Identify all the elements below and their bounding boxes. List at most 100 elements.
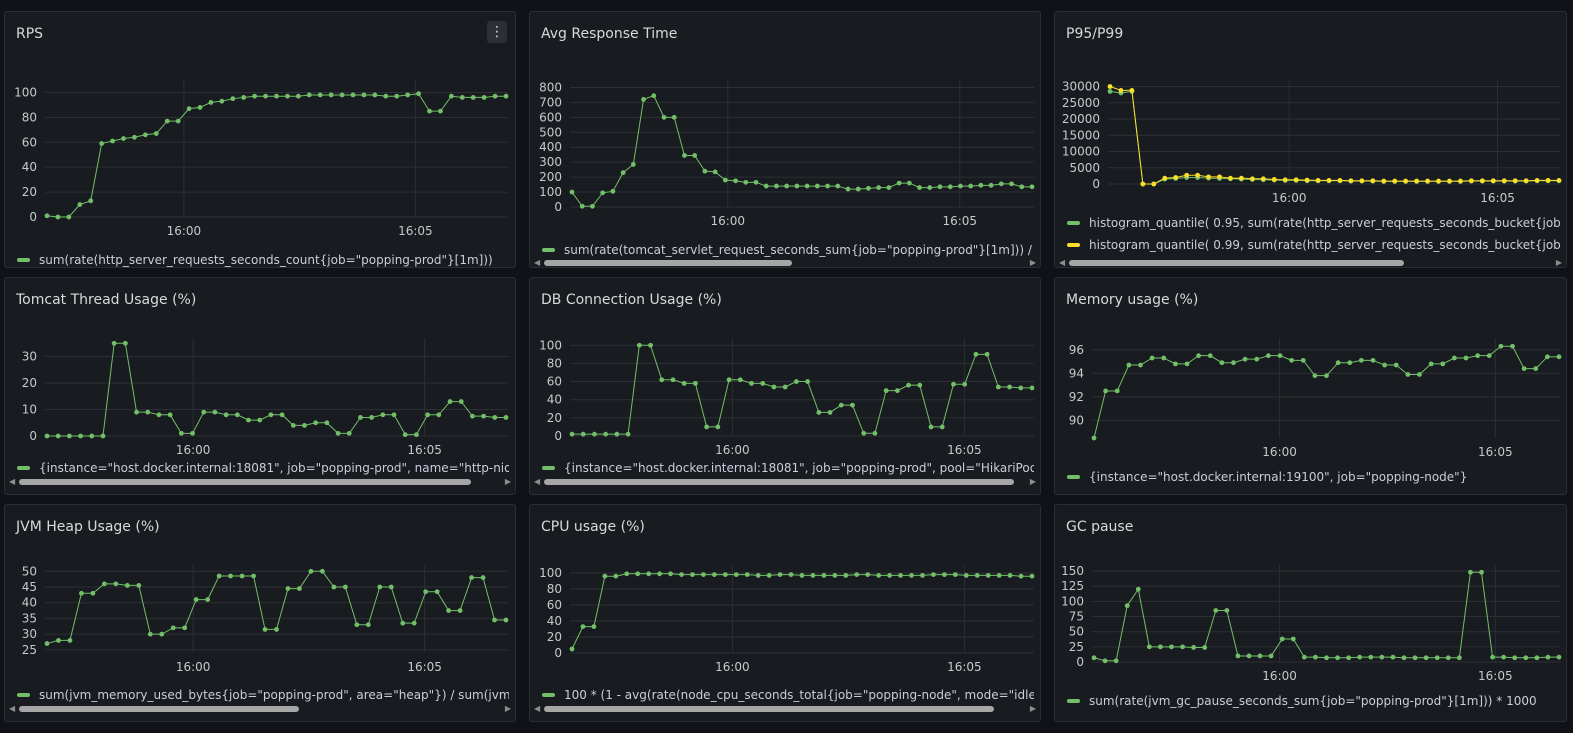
- data-point[interactable]: [306, 92, 312, 98]
- data-point[interactable]: [122, 340, 128, 346]
- data-point[interactable]: [480, 575, 486, 580]
- data-point[interactable]: [1390, 654, 1396, 660]
- data-point[interactable]: [876, 185, 882, 190]
- data-point[interactable]: [613, 573, 619, 579]
- data-point[interactable]: [1512, 655, 1518, 661]
- data-point[interactable]: [1290, 636, 1296, 642]
- data-point[interactable]: [1463, 355, 1469, 361]
- data-point[interactable]: [1260, 176, 1266, 182]
- data-point[interactable]: [661, 114, 667, 120]
- data-point[interactable]: [111, 340, 117, 346]
- data-point[interactable]: [1382, 362, 1388, 368]
- data-point[interactable]: [1029, 184, 1035, 190]
- data-point[interactable]: [865, 572, 871, 577]
- data-point[interactable]: [1545, 654, 1551, 660]
- data-point[interactable]: [223, 412, 229, 418]
- data-point[interactable]: [1425, 178, 1430, 184]
- data-point[interactable]: [671, 114, 677, 120]
- panel-avg[interactable]: Avg Response Time 0 100 200 300 400 500 600 700 8…: [529, 11, 1041, 268]
- data-point[interactable]: [749, 380, 754, 386]
- data-point[interactable]: [1301, 654, 1307, 660]
- legend-item[interactable]: 100 * (1 - avg(rate(node_cpu_seconds_tot…: [542, 685, 1034, 707]
- scroll-thumb[interactable]: [544, 479, 1014, 485]
- data-point[interactable]: [827, 410, 833, 415]
- data-point[interactable]: [1434, 655, 1440, 661]
- data-point[interactable]: [810, 573, 816, 578]
- data-point[interactable]: [603, 431, 609, 437]
- data-point[interactable]: [89, 433, 95, 439]
- data-point[interactable]: [1018, 573, 1024, 579]
- chart-rps[interactable]: 0 20 40 60 80 100 16:00 16:05: [5, 12, 516, 239]
- data-point[interactable]: [974, 573, 980, 578]
- data-point[interactable]: [136, 583, 142, 588]
- data-point[interactable]: [1009, 181, 1014, 187]
- data-point[interactable]: [1224, 608, 1230, 613]
- data-point[interactable]: [1414, 178, 1420, 184]
- data-point[interactable]: [361, 92, 367, 98]
- data-point[interactable]: [894, 388, 900, 394]
- data-point[interactable]: [668, 571, 673, 577]
- data-point[interactable]: [1300, 357, 1306, 363]
- data-point[interactable]: [1357, 654, 1363, 660]
- data-point[interactable]: [1501, 654, 1507, 660]
- data-point[interactable]: [377, 584, 383, 590]
- data-point[interactable]: [1523, 178, 1529, 184]
- data-point[interactable]: [308, 568, 314, 574]
- data-point[interactable]: [317, 92, 323, 98]
- data-point[interactable]: [1289, 357, 1295, 363]
- data-point[interactable]: [679, 572, 684, 577]
- data-point[interactable]: [1268, 653, 1274, 659]
- data-point[interactable]: [998, 181, 1004, 187]
- data-point[interactable]: [763, 183, 769, 189]
- data-point[interactable]: [1254, 356, 1260, 362]
- scroll-left-icon[interactable]: ◀: [9, 477, 16, 486]
- data-point[interactable]: [1556, 354, 1562, 360]
- scroll-right-icon[interactable]: ▶: [1029, 704, 1036, 713]
- data-point[interactable]: [219, 98, 225, 104]
- data-point[interactable]: [427, 108, 432, 114]
- data-point[interactable]: [636, 342, 642, 348]
- data-point[interactable]: [782, 384, 788, 390]
- data-point[interactable]: [178, 430, 184, 436]
- data-point[interactable]: [580, 431, 586, 437]
- data-point[interactable]: [469, 575, 474, 580]
- data-point[interactable]: [1533, 366, 1539, 371]
- data-point[interactable]: [591, 624, 597, 629]
- data-point[interactable]: [985, 573, 991, 578]
- data-point[interactable]: [346, 430, 352, 436]
- data-point[interactable]: [876, 573, 882, 578]
- data-point[interactable]: [391, 412, 397, 418]
- data-point[interactable]: [771, 384, 777, 390]
- panel-cpu[interactable]: CPU usage (%) 0 20 40 60 80 100 16:00 16:05 100 *…: [529, 504, 1041, 722]
- data-point[interactable]: [251, 573, 256, 579]
- data-point[interactable]: [1007, 573, 1013, 578]
- data-point[interactable]: [164, 118, 170, 124]
- chart-cpu[interactable]: 0 20 40 60 80 100 16:00 16:05: [530, 505, 1041, 675]
- data-point[interactable]: [906, 180, 912, 186]
- data-point[interactable]: [339, 92, 345, 98]
- data-point[interactable]: [600, 190, 606, 196]
- data-point[interactable]: [821, 573, 827, 578]
- data-point[interactable]: [414, 432, 419, 438]
- data-point[interactable]: [962, 381, 968, 387]
- data-point[interactable]: [614, 431, 620, 437]
- panel-gc[interactable]: GC pause 0 25 50 75 100 125 150 16:00 16:05 sum(ra…: [1054, 504, 1567, 722]
- data-point[interactable]: [1428, 361, 1434, 367]
- data-point[interactable]: [1545, 178, 1551, 183]
- data-point[interactable]: [328, 92, 334, 98]
- data-point[interactable]: [402, 432, 408, 438]
- data-point[interactable]: [1091, 655, 1097, 661]
- scroll-left-icon[interactable]: ◀: [534, 258, 541, 267]
- legend-item[interactable]: {instance="host.docker.internal:19100", …: [1067, 467, 1560, 489]
- data-point[interactable]: [175, 118, 181, 124]
- data-point[interactable]: [1196, 353, 1202, 359]
- scroll-left-icon[interactable]: ◀: [534, 477, 541, 486]
- panel-title[interactable]: GC pause: [1066, 519, 1134, 535]
- legend-scrollbar[interactable]: ◀ ▶: [9, 704, 511, 714]
- data-point[interactable]: [928, 424, 934, 430]
- legend-item[interactable]: {instance="host.docker.internal:18081", …: [17, 458, 509, 480]
- data-point[interactable]: [230, 96, 236, 102]
- data-point[interactable]: [693, 380, 698, 386]
- data-point[interactable]: [793, 379, 799, 384]
